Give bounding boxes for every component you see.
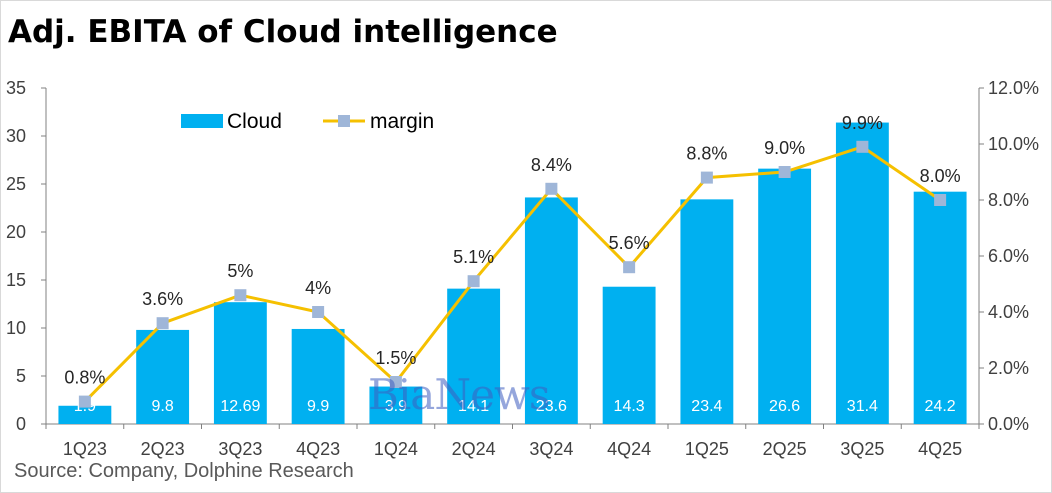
y-left-tick-label: 25 <box>6 174 26 194</box>
x-tick-label: 3Q24 <box>529 439 573 459</box>
line-data-label: 3.6% <box>142 289 183 309</box>
y-right-tick-label: 0.0% <box>988 414 1029 434</box>
bar-data-label: 24.2 <box>925 398 956 415</box>
y-right-tick-label: 4.0% <box>988 302 1029 322</box>
line-marker-margin <box>156 317 169 330</box>
bar-cloud <box>524 197 578 424</box>
y-left-tick-label: 10 <box>6 318 26 338</box>
x-tick-label: 3Q23 <box>218 439 262 459</box>
bar-cloud <box>58 405 112 424</box>
line-marker-margin <box>78 395 91 408</box>
bar-data-label: 31.4 <box>847 398 878 415</box>
watermark-text: BiaNews <box>368 370 550 419</box>
line-marker-margin <box>934 194 947 206</box>
x-tick-label: 4Q24 <box>607 439 651 459</box>
x-tick-label: 1Q23 <box>63 439 107 459</box>
line-data-label: 9.0% <box>764 138 805 158</box>
y-left-tick-label: 30 <box>6 126 26 146</box>
line-marker-margin <box>778 166 791 178</box>
y-left-tick-label: 0 <box>16 414 26 434</box>
y-left-tick-label: 5 <box>16 366 26 386</box>
x-tick-label: 1Q25 <box>685 439 729 459</box>
bar-cloud <box>758 168 812 424</box>
line-data-label: 0.8% <box>64 368 105 388</box>
bar-cloud <box>680 199 734 424</box>
line-marker-margin <box>856 140 869 153</box>
x-tick-label: 4Q25 <box>918 439 962 459</box>
bar-cloud <box>291 328 345 424</box>
line-margin <box>83 145 941 403</box>
y-right-tick-label: 6.0% <box>988 246 1029 266</box>
bar-cloud <box>369 386 423 424</box>
x-tick-label: 2Q23 <box>141 439 185 459</box>
line-data-label: 1.5% <box>375 348 416 368</box>
bar-data-label: 12.69 <box>220 398 260 415</box>
line-marker-margin <box>234 289 247 302</box>
line-marker-margin <box>545 182 558 195</box>
bar-data-label: 3.9 <box>385 398 407 415</box>
y-right-tick-label: 10.0% <box>988 134 1039 154</box>
line-data-label: 5.6% <box>609 233 650 253</box>
legend-label-cloud: Cloud <box>227 110 282 133</box>
chart-title: Adj. EBITA of Cloud intelligence <box>8 14 558 50</box>
line-marker-margin <box>389 376 402 388</box>
x-tick-label: 3Q25 <box>840 439 884 459</box>
legend-swatch-cloud <box>181 114 223 128</box>
bar-cloud <box>835 122 889 424</box>
y-right-tick-label: 12.0% <box>988 78 1039 98</box>
x-tick-label: 2Q24 <box>452 439 496 459</box>
line-marker-margin <box>312 306 325 318</box>
x-tick-label: 4Q23 <box>296 439 340 459</box>
line-marker-margin <box>623 261 636 274</box>
bar-cloud <box>447 288 501 424</box>
bar-cloud <box>213 302 267 424</box>
bar-data-label: 14.3 <box>614 398 645 415</box>
y-right-tick-label: 8.0% <box>988 190 1029 210</box>
y-left-tick-label: 35 <box>6 78 26 98</box>
line-data-label: 9.9% <box>842 113 883 133</box>
bar-cloud <box>136 329 190 424</box>
x-tick-label: 2Q25 <box>763 439 807 459</box>
bar-data-label: 23.4 <box>691 398 722 415</box>
y-right-tick-label: 2.0% <box>988 358 1029 378</box>
bar-data-label: 23.6 <box>536 398 567 415</box>
x-tick-label: 1Q24 <box>374 439 418 459</box>
bar-cloud <box>913 191 967 424</box>
line-data-label: 8.4% <box>531 155 572 175</box>
line-data-label: 4% <box>305 278 331 298</box>
bar-data-label: 9.8 <box>152 398 174 415</box>
line-marker-margin <box>700 171 713 184</box>
y-left-tick-label: 15 <box>6 270 26 290</box>
bar-data-label: 14.1 <box>458 398 489 415</box>
legend-label-margin: margin <box>370 110 434 133</box>
line-data-label: 5.1% <box>453 247 494 267</box>
legend-marker-margin <box>338 115 350 127</box>
line-marker-margin <box>467 275 480 288</box>
bar-data-label: 9.9 <box>307 398 329 415</box>
line-data-label: 8.0% <box>920 166 961 186</box>
bar-data-label: 26.6 <box>769 398 800 415</box>
bar-cloud <box>602 286 656 424</box>
y-left-tick-label: 20 <box>6 222 26 242</box>
line-data-label: 5% <box>227 261 253 281</box>
source-note: Source: Company, Dolphine Research <box>14 460 354 482</box>
line-data-label: 8.8% <box>686 144 727 164</box>
